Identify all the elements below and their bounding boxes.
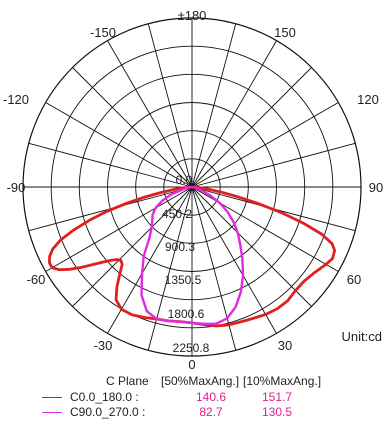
legend-header-10: [10%MaxAng.] — [243, 374, 322, 388]
intensity-curve-c90-270 — [140, 185, 245, 326]
legend-series-name: C90.0_270.0 : — [70, 405, 146, 419]
grid-spoke — [191, 23, 237, 188]
legend-beam-50-value: 82.7 — [199, 405, 223, 419]
radial-tick-4: 1800.6 — [168, 307, 205, 321]
radial-tick-2: 900.3 — [165, 240, 195, 254]
angle-label-minus60: -60 — [27, 272, 46, 287]
legend-series-name: C0.0_180.0 : — [70, 390, 139, 404]
grid-spoke — [191, 186, 277, 334]
angle-label-60: 60 — [347, 272, 361, 287]
unit-label: Unit:cd — [342, 329, 382, 344]
grid-spoke — [191, 40, 277, 188]
angle-label-minus90: -90 — [7, 180, 26, 195]
legend-beam-10-value: 151.7 — [261, 390, 293, 404]
radial-tick-1: 450.2 — [162, 207, 192, 221]
polar-grid — [22, 17, 362, 357]
grid-spoke — [147, 186, 193, 351]
legend-row-c0: C0.0_180.0 : 140.6 151.7 — [0, 390, 384, 406]
grid-spoke — [107, 40, 193, 188]
grid-spoke — [147, 23, 193, 188]
intensity-curves — [48, 185, 337, 328]
grid-spoke — [191, 142, 356, 188]
grid-spoke — [45, 186, 193, 272]
grid-spoke — [72, 67, 193, 188]
intensity-curve-c0-180 — [48, 185, 337, 328]
chart-labels: ±180 0 -150 150 -120 120 -90 90 -60 60 -… — [3, 8, 383, 372]
angle-label-minus30: -30 — [94, 338, 113, 353]
grid-spoke — [28, 142, 193, 188]
angle-label-top: ±180 — [178, 8, 207, 23]
legend-swatch-c0 — [42, 397, 62, 398]
legend-header-plane: C Plane — [106, 374, 149, 388]
angle-label-30: 30 — [278, 338, 292, 353]
angle-label-90: 90 — [369, 180, 383, 195]
angle-label-120: 120 — [357, 92, 379, 107]
legend-row-c90: C90.0_270.0 : 82.7 130.5 — [0, 405, 384, 421]
grid-spoke — [191, 186, 312, 307]
radial-tick-0: 0.0 — [176, 173, 193, 187]
angle-label-150: 150 — [274, 25, 296, 40]
legend-swatch-c90 — [42, 412, 62, 413]
legend-beam-50-value: 140.6 — [195, 390, 227, 404]
angle-label-minus150: -150 — [90, 25, 116, 40]
grid-spoke — [72, 186, 193, 307]
radial-tick-5: 2250.8 — [173, 341, 210, 355]
grid-spoke — [191, 186, 237, 351]
grid-spoke — [45, 102, 193, 188]
angle-label-bottom: 0 — [188, 357, 195, 372]
angle-label-minus120: -120 — [3, 92, 29, 107]
radial-tick-3: 1350.5 — [165, 273, 202, 287]
legend-header-50: [50%MaxAng.] — [161, 374, 240, 388]
legend-beam-10-value: 130.5 — [261, 405, 293, 419]
polar-intensity-chart: ±180 0 -150 150 -120 120 -90 90 -60 60 -… — [3, 8, 383, 372]
grid-spoke — [191, 102, 339, 188]
grid-spoke — [191, 67, 312, 188]
